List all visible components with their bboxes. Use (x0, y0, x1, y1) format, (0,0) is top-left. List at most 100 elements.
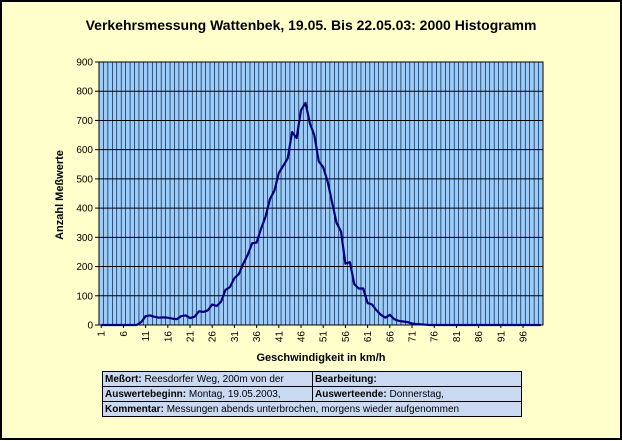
data-point (260, 228, 262, 229)
data-point (518, 324, 519, 326)
y-tick-label: 0 (87, 321, 93, 332)
data-point (149, 314, 151, 316)
data-point (438, 324, 440, 326)
x-tick-label: 6 (119, 331, 130, 337)
data-point (278, 172, 280, 174)
data-point (531, 324, 533, 326)
data-point (345, 263, 346, 265)
x-tick-label: 31 (230, 331, 241, 343)
data-point (487, 324, 488, 326)
data-point (185, 314, 186, 316)
data-point (229, 286, 231, 288)
x-tick-label: 1 (97, 331, 108, 337)
data-point (318, 160, 320, 162)
data-point (127, 324, 129, 326)
data-point (238, 273, 240, 275)
y-tick-label: 500 (76, 174, 93, 185)
x-tick-label: 16 (163, 331, 174, 343)
data-point (535, 324, 537, 326)
data-point (194, 316, 195, 318)
data-point (460, 324, 462, 326)
data-point (158, 317, 160, 319)
info-row-2: Auswertebeginn: Montag, 19.05.2003, Ausw… (102, 386, 522, 402)
data-point (464, 324, 466, 326)
x-tick-label: 71 (408, 331, 419, 343)
data-point (131, 324, 133, 326)
y-tick-label: 900 (76, 58, 93, 69)
data-point (327, 181, 329, 183)
data-point (420, 324, 422, 325)
data-point (393, 318, 395, 320)
x-tick-label: 66 (385, 331, 396, 343)
data-point (482, 324, 484, 326)
x-tick-label: 41 (274, 331, 285, 343)
kommentar-cell: Kommentar: Messungen abends unterbrochen… (102, 401, 522, 417)
y-tick-label: 600 (76, 145, 93, 156)
data-point (500, 324, 502, 326)
data-point (171, 318, 173, 319)
y-tick-label: 300 (76, 233, 93, 244)
auswertebeginn-cell: Auswertebeginn: Montag, 19.05.2003, (102, 386, 313, 402)
data-point (540, 324, 542, 326)
y-tick-label: 800 (76, 87, 93, 98)
data-point (380, 314, 382, 316)
x-tick-label: 81 (452, 331, 463, 343)
x-axis-label: Geschwindigkeit in km/h (256, 352, 386, 364)
messort-label: Meßort: (105, 373, 142, 385)
data-point (140, 321, 142, 323)
data-point (300, 109, 302, 111)
data-point (265, 216, 266, 218)
data-point (269, 198, 271, 200)
data-point (273, 190, 275, 191)
y-tick-label: 100 (76, 291, 93, 302)
data-point (402, 321, 404, 322)
data-point (225, 289, 226, 291)
y-axis-label: Anzahl Meßwerte (54, 150, 66, 240)
data-point (136, 324, 138, 326)
data-point (202, 311, 204, 313)
y-tick-label: 400 (76, 204, 93, 215)
data-point (216, 305, 218, 307)
data-point (247, 254, 249, 256)
data-point (522, 324, 524, 326)
data-point (349, 261, 351, 263)
series-line (101, 101, 541, 327)
data-point (162, 317, 164, 318)
data-point (447, 324, 448, 326)
x-tick-label: 86 (474, 331, 485, 343)
data-point (322, 166, 324, 168)
x-tick-label: 61 (363, 331, 374, 343)
x-tick-label: 21 (186, 331, 197, 343)
info-row-3: Kommentar: Messungen abends unterbrochen… (102, 401, 522, 417)
data-point (429, 324, 431, 326)
data-point (456, 324, 457, 326)
data-point (509, 324, 511, 326)
data-point (100, 324, 102, 326)
auswerteende-value: Donnerstag, (389, 388, 444, 400)
data-point (114, 324, 115, 326)
x-tick-label: 96 (519, 331, 530, 343)
data-point (309, 122, 311, 124)
data-point (291, 131, 293, 133)
data-point (313, 134, 315, 136)
data-point (398, 320, 400, 322)
auswerteende-label: Auswerteende: (315, 388, 387, 400)
data-point (376, 309, 377, 311)
data-point (123, 324, 124, 326)
data-point (118, 324, 120, 326)
data-point (416, 323, 417, 325)
data-point (358, 288, 360, 289)
data-point (176, 318, 178, 320)
data-point (478, 324, 480, 326)
x-tick-label: 11 (141, 331, 152, 342)
data-point (433, 324, 435, 326)
messort-value: Reesdorfer Weg, 200m von der (144, 373, 284, 385)
data-point (251, 242, 253, 244)
data-point (451, 324, 453, 326)
data-point (109, 324, 111, 326)
data-point (362, 288, 364, 289)
data-point (105, 324, 107, 326)
data-point (167, 317, 169, 319)
x-tick-label: 26 (208, 331, 219, 343)
data-point (189, 317, 191, 319)
